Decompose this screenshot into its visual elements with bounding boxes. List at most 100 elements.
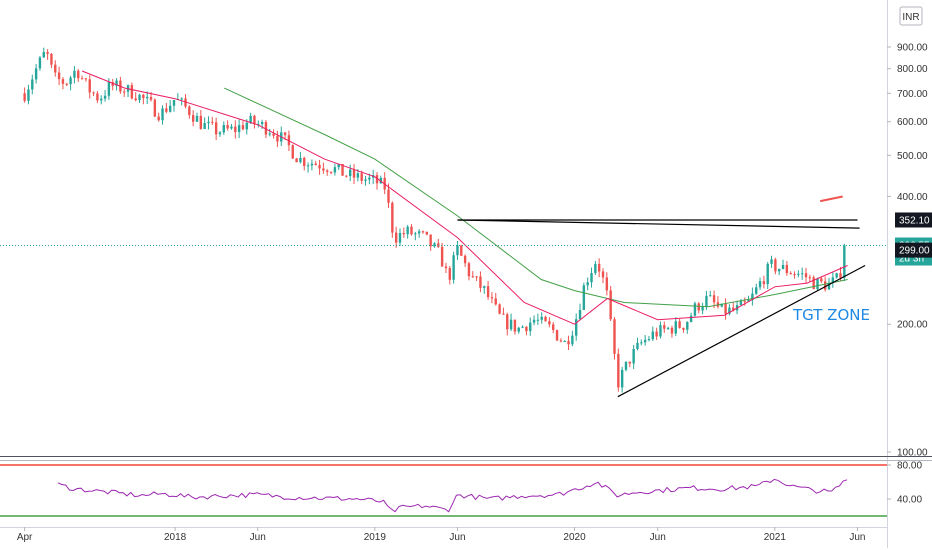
- candle-body[interactable]: [778, 268, 781, 272]
- candle-body[interactable]: [214, 122, 218, 135]
- candle-body[interactable]: [268, 133, 271, 135]
- candle-body[interactable]: [92, 92, 95, 94]
- candle-body[interactable]: [153, 99, 157, 117]
- candle-body[interactable]: [50, 53, 53, 65]
- ema-fast-line[interactable]: [81, 70, 848, 325]
- candle-body[interactable]: [237, 125, 241, 133]
- candle-body[interactable]: [276, 135, 279, 142]
- candle-body[interactable]: [448, 268, 451, 280]
- candle-body[interactable]: [157, 116, 160, 121]
- rsi-line[interactable]: [57, 478, 848, 513]
- candle-body[interactable]: [636, 342, 639, 350]
- candle-body[interactable]: [73, 70, 76, 78]
- candle-body[interactable]: [682, 327, 685, 330]
- candle-body[interactable]: [479, 276, 482, 288]
- candle-body[interactable]: [597, 263, 601, 272]
- candle-body[interactable]: [693, 303, 697, 316]
- candle-body[interactable]: [743, 300, 746, 302]
- candle-body[interactable]: [532, 319, 536, 323]
- candle-body[interactable]: [218, 132, 222, 135]
- candle-body[interactable]: [601, 271, 605, 278]
- candle-body[interactable]: [249, 115, 252, 123]
- candle-body[interactable]: [444, 266, 448, 269]
- candle-body[interactable]: [521, 326, 524, 328]
- candle-body[interactable]: [23, 93, 26, 101]
- candle-body[interactable]: [84, 78, 88, 80]
- candle-body[interactable]: [766, 263, 769, 285]
- candle-body[interactable]: [61, 79, 65, 84]
- candle-body[interactable]: [525, 326, 528, 332]
- candle-body[interactable]: [816, 278, 819, 290]
- candle-body[interactable]: [624, 361, 628, 370]
- candle-body[interactable]: [812, 277, 815, 290]
- candle-body[interactable]: [697, 303, 700, 311]
- candle-body[interactable]: [421, 231, 425, 233]
- candle-body[interactable]: [42, 52, 45, 58]
- candle-body[interactable]: [245, 122, 248, 130]
- candle-body[interactable]: [517, 327, 520, 332]
- candle-body[interactable]: [486, 286, 490, 298]
- candle-body[interactable]: [613, 319, 616, 354]
- candle-body[interactable]: [689, 315, 693, 322]
- candle-body[interactable]: [149, 96, 153, 100]
- candle-body[interactable]: [107, 82, 111, 96]
- candle-body[interactable]: [283, 132, 287, 136]
- candle-body[interactable]: [180, 98, 183, 100]
- candle-body[interactable]: [264, 122, 268, 135]
- candle-body[interactable]: [712, 295, 716, 303]
- candle-body[interactable]: [732, 307, 735, 311]
- candle-body[interactable]: [839, 273, 842, 278]
- candle-body[interactable]: [429, 234, 432, 247]
- candle-body[interactable]: [831, 277, 835, 283]
- candle-body[interactable]: [375, 175, 379, 184]
- candle-body[interactable]: [195, 115, 199, 122]
- candle-body[interactable]: [31, 79, 34, 90]
- candle-body[interactable]: [571, 335, 574, 345]
- candle-body[interactable]: [709, 295, 712, 297]
- candle-body[interactable]: [226, 125, 229, 129]
- candle-body[interactable]: [34, 68, 38, 80]
- candle-body[interactable]: [417, 231, 421, 234]
- candle-body[interactable]: [191, 115, 195, 122]
- candle-body[interactable]: [360, 173, 363, 181]
- candle-body[interactable]: [590, 273, 593, 283]
- candle-body[interactable]: [770, 259, 773, 264]
- candle-body[interactable]: [398, 233, 402, 243]
- candle-body[interactable]: [578, 309, 582, 320]
- candle-body[interactable]: [165, 108, 168, 112]
- candle-body[interactable]: [38, 57, 42, 69]
- candle-body[interactable]: [333, 167, 337, 173]
- candle-body[interactable]: [620, 369, 624, 388]
- candle-body[interactable]: [394, 232, 398, 243]
- candle-body[interactable]: [341, 164, 344, 176]
- candle-body[interactable]: [666, 327, 670, 329]
- candle-body[interactable]: [651, 331, 655, 340]
- candle-body[interactable]: [502, 313, 505, 315]
- candle-body[interactable]: [582, 285, 586, 310]
- candle-body[interactable]: [387, 189, 390, 203]
- candle-body[interactable]: [368, 177, 371, 180]
- candle-body[interactable]: [260, 122, 264, 125]
- candle-body[interactable]: [586, 282, 589, 286]
- candle-body[interactable]: [356, 173, 360, 178]
- candle-body[interactable]: [410, 226, 413, 235]
- candle-body[interactable]: [674, 321, 677, 334]
- candle-body[interactable]: [555, 330, 559, 341]
- candle-body[interactable]: [678, 321, 681, 328]
- candle-body[interactable]: [574, 319, 578, 336]
- candle-body[interactable]: [548, 321, 551, 325]
- candle-body[interactable]: [655, 331, 658, 337]
- candle-body[interactable]: [337, 164, 340, 168]
- candle-body[interactable]: [414, 233, 417, 235]
- candle-body[interactable]: [758, 281, 762, 288]
- candle-body[interactable]: [234, 126, 237, 133]
- candle-body[interactable]: [322, 168, 325, 171]
- candle-body[interactable]: [241, 125, 245, 130]
- candle-body[interactable]: [115, 80, 118, 86]
- candle-body[interactable]: [287, 135, 291, 146]
- candle-body[interactable]: [506, 314, 509, 330]
- ema-slow-line[interactable]: [224, 87, 848, 308]
- candle-body[interactable]: [605, 277, 609, 291]
- candle-body[interactable]: [559, 340, 563, 342]
- candle-body[interactable]: [471, 276, 474, 278]
